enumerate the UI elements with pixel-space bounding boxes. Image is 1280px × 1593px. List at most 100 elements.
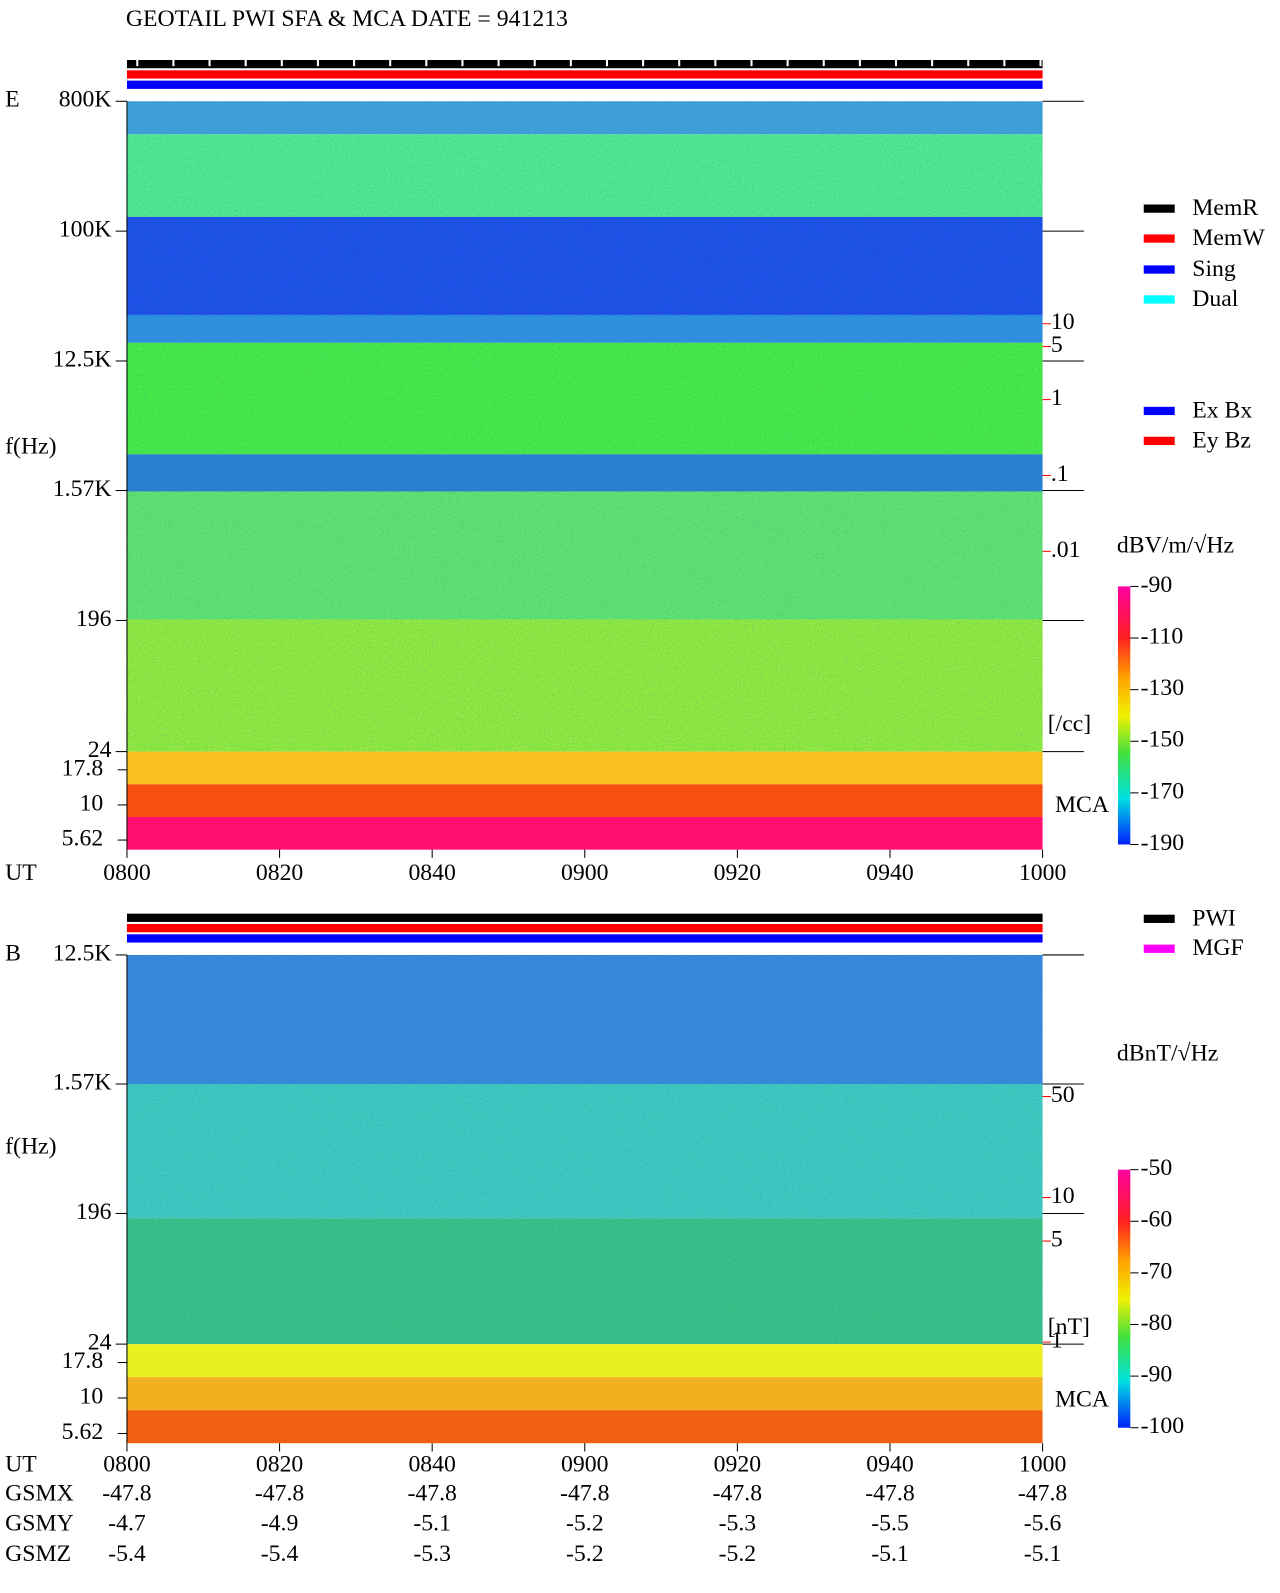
legend-swatch [1143, 265, 1175, 274]
legend-swatch [1143, 436, 1175, 446]
spectrogram-noise [126, 101, 1043, 752]
mca-band [126, 1377, 1043, 1411]
mca-band [126, 1410, 1043, 1444]
orbit-value: -5.4 [108, 1541, 146, 1567]
orbit-value: -5.1 [413, 1511, 451, 1537]
x-tick-label: 0820 [256, 1451, 303, 1477]
colorbar-label: dBV/m/√Hz [1117, 533, 1234, 559]
x-tick-label: 0900 [561, 1451, 608, 1477]
orbit-row-label: GSMX [5, 1480, 74, 1506]
colorbar [1117, 1169, 1131, 1428]
mca-label: MCA [1055, 792, 1109, 818]
orbit-row-label: GSMY [5, 1511, 74, 1537]
colorbar-tick-label: -50 [1141, 1155, 1173, 1181]
mca-band [126, 1344, 1043, 1378]
x-tick-label: 0800 [103, 1451, 150, 1477]
chart-title: GEOTAIL PWI SFA & MCA DATE = 941213 [126, 6, 568, 32]
legend-swatch [1143, 944, 1175, 953]
y2-tick-label: .01 [1051, 537, 1081, 563]
orbit-value: -5.1 [1024, 1541, 1062, 1567]
mca-tick-label: 17.8 [62, 1348, 104, 1374]
status-bar [126, 70, 1043, 79]
mca-band [126, 816, 1043, 850]
y-tick-label: 12.5K [53, 346, 112, 372]
orbit-value: -47.8 [102, 1480, 151, 1506]
colorbar-tick-label: -90 [1141, 572, 1173, 598]
x-tick-label: 0940 [866, 1451, 913, 1477]
y-tick-label: 1.57K [53, 476, 112, 502]
legend-swatch [1143, 295, 1175, 304]
y-axis-label: f(Hz) [5, 434, 56, 460]
x-tick-label: 1000 [1019, 860, 1066, 886]
y-tick-label: 100K [59, 217, 112, 243]
y2-axis-label: [/cc] [1048, 711, 1091, 737]
x-axis-label: UT [5, 860, 37, 886]
panel-label: B [5, 940, 21, 966]
colorbar-tick-label: -100 [1141, 1413, 1185, 1439]
orbit-value: -47.8 [713, 1480, 762, 1506]
orbit-value: -47.8 [407, 1480, 456, 1506]
mca-tick-label: 10 [79, 1383, 103, 1409]
orbit-value: -47.8 [255, 1480, 304, 1506]
legend-label: Dual [1192, 286, 1239, 312]
orbit-value: -47.8 [1018, 1480, 1067, 1506]
legend-label: PWI [1192, 905, 1236, 931]
orbit-value: -5.2 [719, 1541, 757, 1567]
y-tick-label: 1.57K [53, 1069, 112, 1095]
legend-label: MemW [1192, 225, 1265, 251]
x-tick-label: 0900 [561, 860, 608, 886]
y-tick-label: 24 [88, 737, 112, 763]
colorbar [1117, 586, 1131, 845]
status-bar [126, 59, 1043, 69]
status-bar [126, 80, 1043, 89]
colorbar-label: dBnT/√Hz [1117, 1041, 1218, 1067]
x-tick-label: 0940 [866, 860, 913, 886]
y2-tick-label: 5 [1051, 332, 1063, 358]
orbit-value: -5.3 [413, 1541, 451, 1567]
y2-axis-label: [nT] [1048, 1314, 1090, 1340]
orbit-row-label: GSMZ [5, 1541, 71, 1567]
x-tick-label: 0920 [714, 860, 761, 886]
y2-tick-label: 10 [1051, 1183, 1075, 1209]
mca-band [126, 784, 1043, 817]
y2-tick-label: 1 [1051, 1328, 1063, 1354]
orbit-value: -47.8 [865, 1480, 914, 1506]
orbit-value: -4.7 [108, 1511, 146, 1537]
colorbar-tick-label: -90 [1141, 1362, 1173, 1388]
status-bar [126, 913, 1043, 922]
status-bar [126, 934, 1043, 943]
mca-band [126, 751, 1043, 785]
orbit-value: -5.4 [261, 1541, 299, 1567]
legend-label: Ex Bx [1192, 397, 1252, 423]
y2-tick-label: 10 [1051, 309, 1075, 335]
y2-tick-label: 5 [1051, 1226, 1063, 1252]
orbit-value: -5.2 [566, 1511, 604, 1537]
orbit-value: -4.9 [261, 1511, 299, 1537]
legend-swatch [1143, 234, 1175, 243]
colorbar-tick-label: -150 [1141, 727, 1185, 753]
orbit-value: -5.6 [1024, 1511, 1062, 1537]
mca-tick-label: 17.8 [62, 755, 104, 781]
legend-label: MGF [1192, 935, 1243, 961]
status-bar [126, 923, 1043, 933]
colorbar-tick-label: -70 [1141, 1258, 1173, 1284]
y-tick-label: 196 [76, 1199, 112, 1225]
panel-label: E [5, 87, 20, 113]
x-tick-label: 0820 [256, 860, 303, 886]
legend-swatch [1143, 204, 1175, 213]
colorbar-tick-label: -130 [1141, 675, 1185, 701]
orbit-value: -5.2 [566, 1541, 604, 1567]
x-axis-label: UT [5, 1451, 37, 1477]
orbit-value: -5.3 [719, 1511, 757, 1537]
x-tick-label: 0840 [408, 860, 455, 886]
legend-label: Sing [1192, 256, 1236, 282]
colorbar-tick-label: -110 [1141, 624, 1184, 650]
y-tick-label: 800K [59, 87, 112, 113]
legend-label: MemR [1192, 195, 1258, 221]
x-tick-label: 0800 [103, 860, 150, 886]
x-tick-label: 0920 [714, 1451, 761, 1477]
y-tick-label: 196 [76, 606, 112, 632]
x-tick-label: 1000 [1019, 1451, 1066, 1477]
y-tick-label: 24 [88, 1330, 112, 1356]
